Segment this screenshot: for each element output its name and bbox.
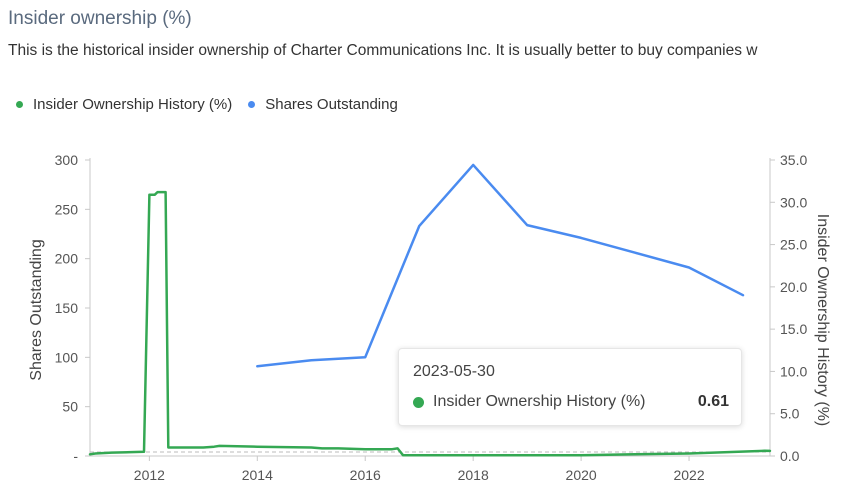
y-left-tick-label: 150 — [55, 300, 79, 316]
y-right-tick-label: 30.0 — [780, 194, 807, 210]
x-tick-label: 2018 — [458, 467, 489, 483]
legend-dot-insider — [16, 101, 23, 108]
y-axis-right-title: Insider Ownership History (%) — [814, 214, 831, 427]
y-left-tick-label: 50 — [62, 399, 78, 415]
y-left-tick-label: 250 — [55, 201, 79, 217]
y-left-tick-label: 300 — [55, 152, 79, 168]
x-tick-label: 2016 — [350, 467, 381, 483]
y-right-tick-label: 20.0 — [780, 279, 807, 295]
y-axis-left-title: Shares Outstanding — [28, 239, 45, 380]
x-tick-label: 2022 — [673, 467, 704, 483]
y-right-tick-label: 5.0 — [780, 406, 800, 422]
series-line-insider-ownership — [88, 190, 772, 457]
chart-tooltip: 2023-05-30 Insider Ownership History (%)… — [398, 348, 742, 426]
chart-legend: Insider Ownership History (%) Shares Out… — [16, 96, 414, 113]
y-left-tick-label: 100 — [55, 349, 79, 365]
series-line-shares-outstanding — [256, 163, 745, 368]
legend-dot-shares — [248, 101, 256, 108]
x-tick-label: 2020 — [566, 467, 597, 483]
y-left-tick-label: - — [73, 448, 78, 464]
tooltip-series-dot — [413, 396, 424, 408]
x-tick-label: 2012 — [134, 467, 165, 483]
tooltip-date: 2023-05-30 — [413, 363, 495, 380]
chart-description: This is the historical insider ownership… — [8, 42, 758, 59]
y-right-tick-label: 10.0 — [780, 363, 807, 379]
y-right-tick-label: 0.0 — [780, 448, 800, 464]
y-right-tick-label: 35.0 — [780, 152, 807, 168]
x-tick-label: 2014 — [242, 467, 273, 483]
y-left-tick-label: 200 — [55, 251, 79, 267]
legend-label-insider: Insider Ownership History (%) — [33, 96, 233, 113]
y-right-tick-label: 15.0 — [780, 321, 807, 337]
legend-label-shares: Shares Outstanding — [265, 96, 398, 113]
chart-title: Insider ownership (%) — [8, 8, 192, 29]
tooltip-series-label: Insider Ownership History (%) — [433, 393, 646, 410]
legend-item-shares[interactable]: Shares Outstanding — [248, 96, 398, 113]
tooltip-row: Insider Ownership History (%) 0.61 — [413, 393, 729, 411]
tooltip-value: 0.61 — [697, 393, 729, 410]
y-right-tick-label: 25.0 — [780, 237, 807, 253]
legend-item-insider[interactable]: Insider Ownership History (%) — [16, 96, 232, 113]
